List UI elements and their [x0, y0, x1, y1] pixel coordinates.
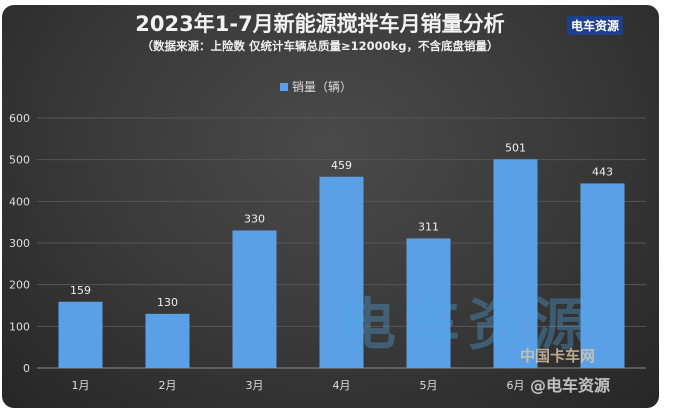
y-tick-label: 500 — [9, 154, 30, 167]
y-tick-label: 600 — [9, 112, 30, 125]
watermark-site: 中国卡车网 — [520, 347, 596, 365]
bar — [580, 183, 625, 368]
bar — [58, 301, 103, 368]
x-tick-label: 6月 — [507, 379, 525, 392]
chart-title: 2023年1-7月新能源搅拌车月销量分析 — [135, 12, 505, 36]
bar — [319, 176, 364, 368]
x-tick-label: 5月 — [420, 379, 438, 392]
y-tick-label: 400 — [9, 195, 30, 208]
legend-swatch — [280, 82, 288, 91]
data-label: 159 — [70, 284, 91, 297]
data-label: 311 — [418, 220, 439, 233]
watermark-text: 电车资源 — [340, 293, 596, 358]
legend: 销量（辆） — [280, 78, 352, 95]
watermark-handle: @电车资源 — [530, 376, 611, 395]
bar — [232, 230, 277, 368]
data-label: 443 — [592, 165, 613, 178]
x-tick-label: 4月 — [333, 379, 351, 392]
y-tick-label: 200 — [9, 279, 30, 292]
bar — [493, 159, 538, 368]
x-tick-label: 3月 — [246, 379, 264, 392]
chart-subtitle: （数据来源：上险数 仅统计车辆总质量≥12000kg，不含底盘销量） — [141, 39, 499, 53]
legend-label: 销量（辆） — [292, 80, 353, 94]
y-tick-label: 300 — [9, 237, 30, 250]
bar — [406, 238, 451, 368]
data-label: 459 — [331, 159, 352, 172]
x-tick-label: 2月 — [159, 379, 177, 392]
logo: 电车资源 — [567, 16, 624, 35]
y-tick-label: 100 — [9, 320, 30, 333]
bar — [145, 313, 190, 368]
data-label: 330 — [244, 213, 265, 226]
x-tick-label: 1月 — [72, 379, 90, 392]
data-label: 130 — [157, 296, 178, 309]
y-tick-label: 0 — [23, 362, 30, 375]
data-label: 501 — [505, 141, 526, 154]
